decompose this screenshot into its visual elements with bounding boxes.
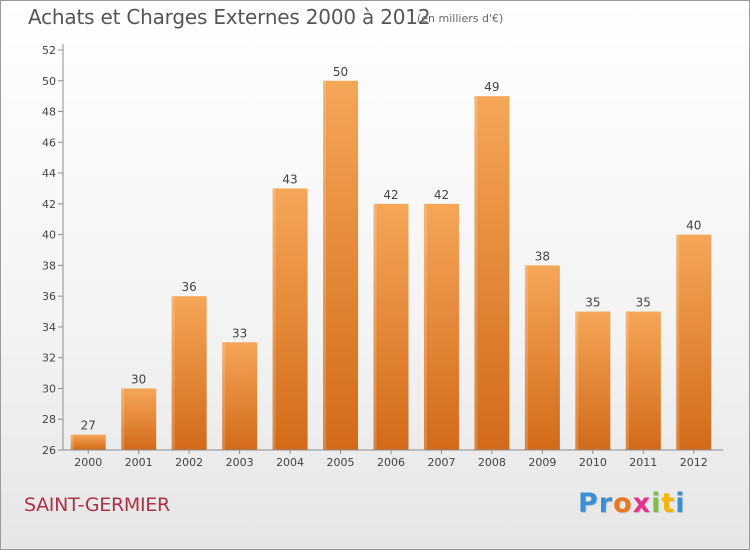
bar-highlight (272, 188, 276, 450)
bar-2002 (171, 296, 207, 450)
bar-layer: 27 30 36 33 43 50 42 42 49 38 35 35 40 (70, 65, 712, 451)
bar-2004 (272, 188, 308, 450)
bar-2003 (222, 342, 258, 450)
x-tick-label: 2009 (528, 456, 556, 469)
bar-2012 (676, 234, 712, 450)
logo-letter: i (651, 488, 662, 519)
y-tick-label: 38 (42, 259, 56, 272)
y-tick-label: 30 (42, 382, 56, 395)
bar-value-label: 50 (333, 65, 348, 79)
bar-2001 (121, 388, 157, 450)
bar-highlight (474, 96, 478, 451)
bar-highlight (323, 80, 327, 451)
bar-value-label: 38 (535, 249, 550, 263)
chart-title: Achats et Charges Externes 2000 à 2012 (28, 5, 431, 29)
x-tick-label: 2005 (327, 456, 355, 469)
y-tick-label: 46 (42, 136, 56, 149)
bar-value-label: 49 (484, 80, 499, 94)
bar-highlight (70, 434, 74, 450)
x-tick-label: 2004 (276, 456, 304, 469)
proxiti-logo: Proxiti (578, 488, 686, 519)
place-name: SAINT-GERMIER (24, 494, 170, 516)
x-tick-label: 2006 (377, 456, 405, 469)
y-tick-label: 52 (42, 44, 56, 57)
bar-2010 (575, 311, 611, 450)
bar-value-label: 35 (636, 296, 651, 310)
bar-highlight (524, 265, 528, 450)
bar-value-label: 33 (232, 326, 247, 340)
bar-value-label: 35 (585, 296, 600, 310)
bar-2006 (373, 203, 409, 450)
logo-letter: r (598, 488, 614, 519)
y-tick-label: 48 (42, 106, 56, 119)
x-tick-label: 2008 (478, 456, 506, 469)
bar-highlight (121, 388, 125, 450)
bar-highlight (171, 296, 175, 450)
x-tick-label: 2010 (579, 456, 607, 469)
bar-value-label: 42 (434, 188, 449, 202)
x-tick-label: 2012 (680, 456, 708, 469)
y-tick-label: 36 (42, 290, 56, 303)
x-tick-label: 2003 (226, 456, 254, 469)
x-tick-label: 2000 (74, 456, 102, 469)
x-tick-label: 2011 (629, 456, 657, 469)
x-tick-label: 2002 (175, 456, 203, 469)
bar-value-label: 27 (81, 419, 96, 433)
bar-2011 (625, 311, 661, 450)
bar-value-label: 40 (686, 219, 701, 233)
bar-highlight (423, 203, 427, 450)
bar-2005 (323, 80, 359, 451)
bar-2009 (524, 265, 560, 450)
bar-highlight (575, 311, 579, 450)
y-tick-label: 32 (42, 352, 56, 365)
x-tick-label: 2001 (125, 456, 153, 469)
x-tick-label: 2007 (427, 456, 455, 469)
bar-value-label: 42 (383, 188, 398, 202)
y-tick-label: 42 (42, 198, 56, 211)
y-tick-label: 26 (42, 444, 56, 457)
bar-highlight (625, 311, 629, 450)
bar-highlight (222, 342, 226, 450)
bar-value-label: 36 (182, 280, 197, 294)
bar-2000 (70, 434, 106, 450)
bar-highlight (676, 234, 680, 450)
y-tick-label: 40 (42, 229, 56, 242)
logo-letter: t (661, 488, 676, 519)
bar-2008 (474, 96, 510, 451)
y-tick-label: 44 (42, 167, 56, 180)
y-tick-label: 34 (42, 321, 56, 334)
logo-letter: i (675, 488, 686, 519)
bar-value-label: 30 (131, 372, 146, 386)
y-tick-label: 28 (42, 413, 56, 426)
bar-highlight (373, 203, 377, 450)
bar-value-label: 43 (282, 172, 297, 186)
bar-2007 (423, 203, 459, 450)
logo-letter: P (578, 488, 599, 519)
logo-letter: o (613, 488, 633, 519)
axis-layer: 26 28 30 32 34 36 38 40 42 44 46 48 50 52 2000 2001 2002… (42, 44, 723, 469)
chart-subtitle: (en milliers d'€) (417, 12, 504, 25)
y-tick-label: 50 (42, 75, 56, 88)
logo-letter: x (632, 488, 652, 519)
